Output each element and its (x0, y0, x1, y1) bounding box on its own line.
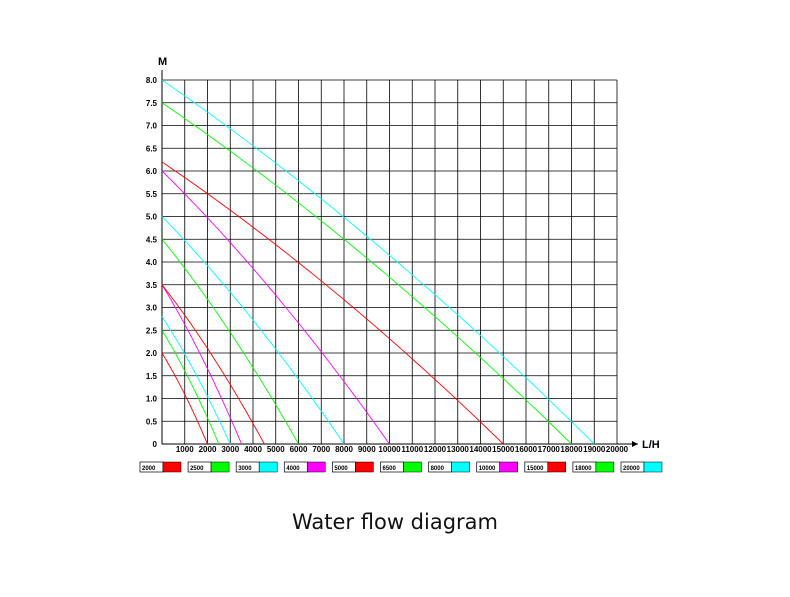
y-tick-label: 4.0 (146, 258, 158, 267)
x-tick-label: 19000 (583, 445, 606, 454)
legend-label: 2500 (190, 466, 204, 472)
legend-label: 10000 (479, 466, 496, 472)
series-line-20000 (161, 79, 595, 445)
legend-item-18000: 18000 (572, 461, 615, 473)
x-tick-label: 3000 (221, 445, 239, 454)
x-tick-label: 4000 (244, 445, 262, 454)
series-line-18000 (161, 102, 572, 445)
legend-item-2500: 2500 (187, 461, 230, 473)
legend-item-2000: 2000 (139, 461, 182, 473)
y-tick-label: 1.5 (146, 372, 158, 381)
legend-swatch (403, 461, 422, 473)
legend-swatch (355, 461, 374, 473)
y-tick-label: 5.5 (146, 190, 158, 199)
legend-item-3000: 3000 (235, 461, 278, 473)
x-tick-label: 12000 (424, 445, 447, 454)
y-tick-label: 3.0 (146, 304, 158, 313)
x-tick-label: 15000 (492, 445, 515, 454)
legend-label: 6500 (383, 466, 397, 472)
legend-item-6500: 6500 (380, 461, 422, 473)
legend-label: 4000 (286, 466, 300, 472)
x-tick-label: 2000 (199, 445, 217, 454)
x-tick-label: 8000 (335, 445, 353, 454)
y-tick-label: 2.5 (146, 326, 158, 335)
y-tick-label: 4.5 (146, 235, 158, 244)
legend-label: 2000 (142, 466, 156, 472)
x-tick-label: 1000 (176, 445, 194, 454)
chart-grid (161, 70, 638, 447)
y-axis-label: M (158, 56, 167, 68)
series-line-8000 (161, 216, 345, 445)
x-tick-label: 18000 (560, 445, 583, 454)
series-line-3000 (161, 316, 231, 445)
legend-swatch (595, 461, 615, 473)
y-tick-label: 7.5 (146, 99, 158, 108)
series-line-15000 (161, 161, 504, 445)
legend-swatch (162, 461, 182, 473)
x-tick-label: 16000 (515, 445, 538, 454)
x-tick-label: 5000 (267, 445, 285, 454)
y-tick-label: 8.0 (146, 76, 158, 85)
y-tick-label: 1.0 (146, 395, 158, 404)
legend-swatch (547, 461, 567, 473)
tick-labels: 1000 2000 3000 4000 5000 6000 7000 8000 9000 1000… (146, 76, 629, 454)
legend-item-8000: 8000 (428, 461, 470, 473)
y-tick-label: 6.5 (146, 144, 158, 153)
legend-swatch (307, 461, 326, 473)
x-axis-label: L/H (642, 439, 660, 451)
series-line-10000 (161, 170, 390, 445)
y-tick-label: 7.0 (146, 122, 158, 131)
legend-swatch (210, 461, 230, 473)
x-tick-label: 20000 (606, 445, 629, 454)
y-tick-label: 5.0 (146, 213, 158, 222)
y-tick-label: 6.0 (146, 167, 158, 176)
legend-label: 15000 (527, 466, 544, 472)
series-line-5000 (161, 284, 265, 445)
legend-label: 18000 (575, 466, 592, 472)
x-tick-label: 17000 (538, 445, 561, 454)
legend-swatch (258, 461, 278, 473)
x-axis-arrow-icon (632, 441, 638, 447)
series-line-2500 (161, 330, 220, 445)
legend-item-5000: 5000 (332, 461, 374, 473)
x-tick-label: 9000 (358, 445, 376, 454)
chart-caption: Water flow diagram (291, 510, 498, 534)
legend-item-20000: 20000 (620, 461, 663, 473)
legend: 2000 2500 3000 4000 5000 6500 8000 10000 15000 18… (139, 461, 663, 473)
x-tick-label: 11000 (401, 445, 423, 454)
legend-swatch (451, 461, 470, 473)
legend-item-4000: 4000 (283, 461, 326, 473)
x-tick-label: 10000 (378, 445, 401, 454)
legend-swatch (643, 461, 663, 473)
y-tick-label: 3.5 (146, 281, 158, 290)
plot-area (161, 79, 595, 445)
legend-label: 20000 (623, 466, 640, 472)
x-tick-label: 6000 (290, 445, 308, 454)
legend-swatch (499, 461, 518, 473)
y-tick-label: 0.5 (146, 417, 158, 426)
x-tick-label: 7000 (312, 445, 330, 454)
x-tick-label: 13000 (447, 445, 470, 454)
legend-item-10000: 10000 (476, 461, 518, 473)
series-line-2000 (161, 352, 208, 445)
series-line-4000 (161, 284, 243, 445)
y-tick-label: 0 (153, 440, 158, 449)
legend-item-15000: 15000 (524, 461, 567, 473)
legend-label: 3000 (238, 466, 252, 472)
legend-label: 5000 (334, 466, 348, 472)
x-tick-label: 14000 (469, 445, 492, 454)
y-tick-label: 2.0 (146, 349, 158, 358)
series-line-6500 (161, 239, 299, 445)
legend-label: 8000 (431, 466, 445, 472)
